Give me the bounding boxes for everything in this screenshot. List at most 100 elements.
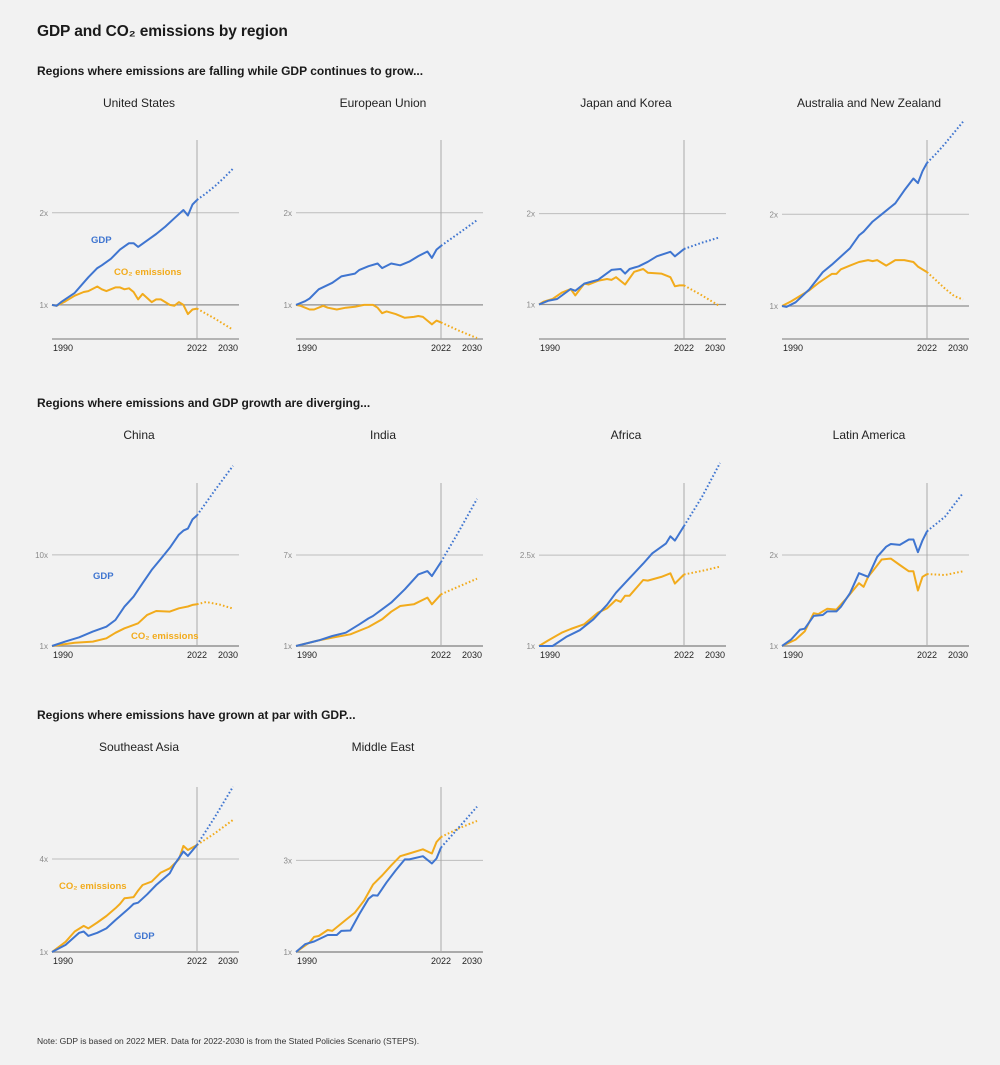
co2-line <box>781 557 928 647</box>
co2-projection-line <box>440 577 478 596</box>
y-tick-label: 2x <box>40 209 48 218</box>
co2-line <box>295 836 442 953</box>
x-tick-label: 1990 <box>53 343 73 353</box>
gdp-projection-line <box>440 219 478 247</box>
gdp-line <box>51 199 198 307</box>
chart-title: United States <box>103 96 175 110</box>
x-tick-label: 2030 <box>218 650 238 660</box>
y-tick-label: 1x <box>770 302 778 311</box>
y-tick-label: 1x <box>40 948 48 957</box>
gdp-projection-line <box>196 167 234 201</box>
x-tick-label: 2030 <box>462 956 482 966</box>
chart-title: China <box>123 428 155 442</box>
y-tick-label: 10x <box>35 551 48 560</box>
co2-line <box>538 268 684 306</box>
chart-title: Latin America <box>833 428 906 442</box>
x-tick-label: 2022 <box>187 956 207 966</box>
y-tick-label: 3x <box>284 856 292 865</box>
x-tick-label: 2022 <box>187 650 207 660</box>
footnote: Note: GDP is based on 2022 MER. Data for… <box>37 1036 420 1046</box>
section-heading-par: Regions where emissions have grown at pa… <box>37 708 356 722</box>
x-tick-label: 1990 <box>297 650 317 660</box>
co2-projection-line <box>683 565 721 576</box>
gdp-line <box>295 561 442 647</box>
x-tick-label: 2030 <box>948 650 968 660</box>
chart-european-union: European Union 1x 2x 1990 2022 2030 <box>284 96 483 353</box>
gdp-line <box>295 847 442 953</box>
y-tick-label: 2x <box>284 209 292 218</box>
x-tick-label: 2030 <box>705 650 725 660</box>
gdp-line <box>51 844 198 953</box>
chart-southeast-asia: Southeast Asia 1x 4x 1990 2022 2030 CO₂ emissi… <box>40 740 239 966</box>
gdp-projection-line <box>683 462 721 527</box>
co2-line <box>781 259 928 307</box>
x-tick-label: 1990 <box>297 343 317 353</box>
y-tick-label: 2x <box>770 210 778 219</box>
chart-japan-and-korea: Japan and Korea 1x 2x 1990 2022 2030 <box>527 96 726 353</box>
y-tick-label: 1x <box>284 642 292 651</box>
co2-series-label: CO₂ emissions <box>59 881 127 892</box>
gdp-series-label: GDP <box>91 235 112 246</box>
gdp-projection-line <box>440 806 478 849</box>
chart-australia-and-new-zealand: Australia and New Zealand 1x 2x 1990 2022 203… <box>770 96 969 353</box>
co2-series-label: CO₂ emissions <box>131 631 199 642</box>
chart-title: Africa <box>611 428 642 442</box>
co2-line <box>51 285 198 316</box>
x-tick-label: 1990 <box>540 343 560 353</box>
chart-china: China 1x 10x 1990 2022 2030 GDP CO₂ emissions <box>35 428 239 660</box>
x-tick-label: 2022 <box>674 650 694 660</box>
co2-series-label: CO₂ emissions <box>114 267 182 278</box>
x-tick-label: 2022 <box>917 343 937 353</box>
y-tick-label: 4x <box>40 855 48 864</box>
gdp-projection-line <box>196 786 234 846</box>
y-tick-label: 1x <box>284 948 292 957</box>
gdp-line <box>781 530 928 647</box>
x-tick-label: 2030 <box>462 343 482 353</box>
co2-projection-line <box>926 570 964 577</box>
x-tick-label: 2030 <box>948 343 968 353</box>
co2-projection-line <box>196 600 234 610</box>
chart-africa: Africa 1x 2.5x 1990 2022 2030 <box>520 428 726 660</box>
x-tick-label: 2030 <box>218 343 238 353</box>
x-tick-label: 1990 <box>297 956 317 966</box>
chart-united-states: United States 1x 2x 1990 2022 2030 GDP CO₂ emis… <box>40 96 239 353</box>
co2-line <box>51 844 198 953</box>
y-tick-label: 1x <box>527 300 535 309</box>
y-tick-label: 2x <box>770 551 778 560</box>
gdp-projection-line <box>683 236 721 250</box>
co2-projection-line <box>196 307 234 331</box>
page-title: GDP and CO₂ emissions by region <box>37 23 288 40</box>
co2-line <box>295 303 442 326</box>
y-tick-label: 2.5x <box>520 551 535 560</box>
gdp-projection-line <box>440 498 478 563</box>
x-tick-label: 2030 <box>218 956 238 966</box>
chart-india: India 1x 7x 1990 2022 2030 <box>284 428 483 660</box>
x-tick-label: 2022 <box>674 343 694 353</box>
co2-line <box>51 603 198 647</box>
co2-line <box>538 572 685 647</box>
gdp-projection-line <box>196 465 234 516</box>
y-tick-label: 1x <box>527 642 535 651</box>
x-tick-label: 2022 <box>431 343 451 353</box>
x-tick-label: 2022 <box>431 650 451 660</box>
y-tick-label: 2x <box>527 210 535 219</box>
gdp-series-label: GDP <box>93 571 114 582</box>
gdp-line <box>51 514 198 647</box>
chart-title: Australia and New Zealand <box>797 96 941 110</box>
gdp-projection-line <box>926 492 964 533</box>
y-tick-label: 1x <box>40 301 48 310</box>
chart-title: European Union <box>340 96 427 110</box>
y-tick-label: 7x <box>284 551 292 560</box>
gdp-line <box>781 162 928 308</box>
x-tick-label: 1990 <box>540 650 560 660</box>
chart-middle-east: Middle East 1x 3x 1990 2022 2030 <box>284 740 483 966</box>
chart-latin-america: Latin America 1x 2x 1990 2022 2030 <box>770 428 969 660</box>
x-tick-label: 1990 <box>783 650 803 660</box>
y-tick-label: 1x <box>284 301 292 310</box>
x-tick-label: 2030 <box>462 650 482 660</box>
section-heading-diverging: Regions where emissions and GDP growth a… <box>37 396 371 410</box>
x-tick-label: 1990 <box>53 650 73 660</box>
chart-title: India <box>370 428 396 442</box>
gdp-line <box>539 525 685 647</box>
